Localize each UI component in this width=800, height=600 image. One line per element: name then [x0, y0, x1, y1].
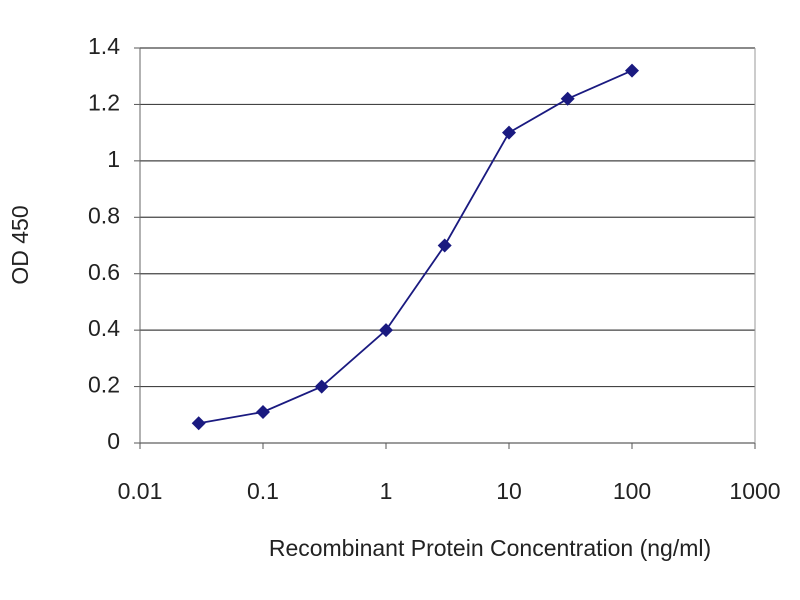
x-tick-label: 0.1	[247, 478, 279, 504]
x-axis-label: Recombinant Protein Concentration (ng/ml…	[269, 535, 711, 561]
x-tick-label: 10	[496, 478, 522, 504]
data-point	[256, 404, 270, 419]
x-tick-label: 1000	[729, 478, 780, 504]
y-tick-label: 1.2	[88, 90, 120, 116]
y-tick-label: 0.8	[88, 202, 120, 228]
y-tick-label: 0.4	[88, 315, 120, 341]
data-point	[379, 323, 393, 338]
data-point	[437, 238, 452, 253]
data-point	[625, 63, 639, 78]
y-tick-label: 1	[107, 146, 120, 172]
data-line	[198, 69, 633, 425]
y-tick-label: 1.4	[88, 33, 120, 59]
y-tick-label: 0.6	[88, 259, 120, 285]
x-tick-label: 0.01	[118, 478, 163, 504]
y-axis-label: OD 450	[7, 205, 33, 284]
data-point	[502, 125, 516, 140]
data-point	[560, 91, 575, 106]
y-tick-label: 0.2	[88, 372, 120, 398]
data-point	[191, 416, 206, 431]
x-tick-label: 1	[380, 478, 393, 504]
x-tick-label: 100	[613, 478, 651, 504]
data-point	[314, 379, 329, 394]
y-tick-label: 0	[107, 428, 120, 454]
